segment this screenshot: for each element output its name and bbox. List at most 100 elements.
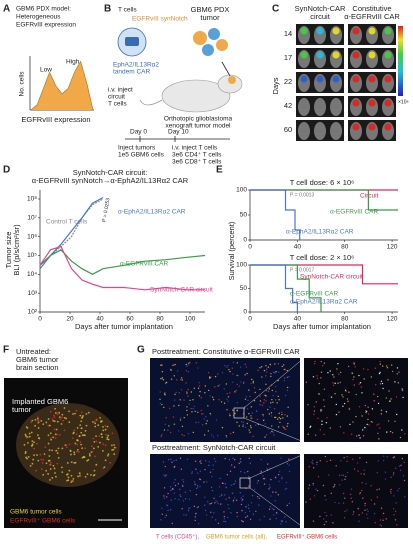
series-label: SynNotch-CAR circuit (150, 287, 213, 294)
cell (77, 451, 80, 453)
cell (364, 502, 366, 505)
cell (95, 463, 98, 466)
cell (179, 457, 182, 459)
cell (312, 482, 314, 485)
cell (284, 428, 286, 430)
row-label: 42 (284, 101, 292, 110)
cell (265, 383, 267, 385)
cell (317, 476, 320, 478)
signal (332, 51, 340, 59)
cell (250, 382, 252, 385)
cell (387, 379, 389, 381)
cell (282, 417, 284, 419)
cell (178, 498, 180, 501)
cell (167, 458, 170, 461)
cell (214, 375, 217, 378)
cell (344, 497, 346, 499)
series-label: α-EphA2/IL13Rα2 CAR (290, 299, 358, 306)
label: Inject tumors (118, 145, 156, 152)
cell (98, 435, 101, 438)
cell (190, 391, 193, 393)
cell (196, 487, 198, 490)
cell (196, 506, 199, 509)
series-label: Control T cells (46, 219, 88, 226)
cell (209, 503, 211, 505)
cell (175, 459, 178, 461)
panel-label: D (3, 165, 10, 176)
cell (30, 421, 33, 424)
cell (387, 420, 390, 422)
label: T cells (118, 7, 137, 14)
cell (200, 409, 203, 412)
cell (246, 422, 248, 425)
cell (338, 411, 340, 413)
cell (49, 461, 52, 464)
cell (281, 411, 283, 414)
cell (188, 362, 190, 364)
y-tick-label: 100 (236, 262, 247, 269)
cell (312, 467, 315, 469)
cell (221, 494, 223, 497)
cell (250, 426, 252, 429)
inset-line (249, 487, 305, 529)
cell (269, 467, 271, 470)
cell (265, 365, 267, 367)
cell (49, 410, 52, 413)
cell (79, 414, 82, 417)
cell (92, 437, 95, 440)
cell (68, 443, 71, 446)
cell (174, 479, 176, 481)
series-line (39, 198, 104, 266)
cell (277, 371, 280, 373)
cell (241, 500, 243, 502)
cell (170, 499, 172, 501)
cell (363, 469, 366, 471)
cell (245, 416, 248, 418)
cell (169, 486, 172, 488)
cell (187, 432, 190, 435)
cell (381, 365, 384, 367)
cell (86, 473, 89, 476)
cell (163, 495, 165, 497)
cell (259, 519, 261, 521)
cell (350, 488, 353, 490)
cell (373, 400, 375, 402)
cell (400, 464, 402, 467)
cell (249, 395, 251, 398)
cell (346, 398, 349, 400)
cell (359, 437, 361, 439)
cell (247, 504, 250, 506)
cell (370, 376, 373, 378)
cell (163, 487, 166, 489)
cell (203, 434, 206, 436)
label: T cells (108, 101, 127, 108)
cell (185, 363, 187, 366)
cell (249, 425, 252, 427)
cell (384, 471, 387, 473)
cell (256, 482, 259, 484)
cell (399, 469, 402, 472)
cell (175, 391, 177, 394)
cell (362, 497, 364, 499)
x-tick-label: 40 (294, 316, 302, 323)
cell (308, 484, 311, 486)
cell (271, 507, 273, 510)
p-value: P = 0.0013 (290, 192, 314, 198)
cell (89, 454, 91, 457)
cell (244, 363, 246, 366)
cell (288, 470, 291, 473)
cell (189, 490, 191, 492)
cell (66, 473, 68, 476)
cell (232, 457, 234, 460)
cell (312, 462, 314, 465)
x-tick-label: 0 (38, 316, 42, 323)
cell (380, 409, 383, 412)
cell (249, 510, 251, 512)
cell (47, 418, 50, 420)
cell (226, 474, 229, 476)
cell (223, 388, 225, 390)
cell (95, 418, 98, 421)
cell (179, 419, 182, 421)
cell (267, 366, 270, 368)
cell (377, 460, 380, 462)
